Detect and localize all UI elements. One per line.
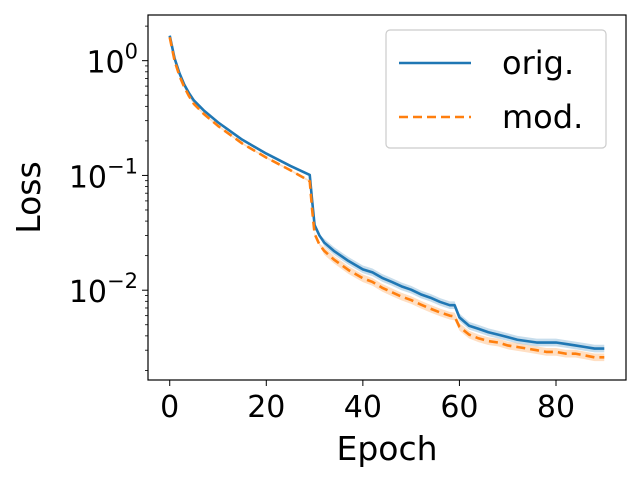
y-axis-label: Loss — [9, 161, 48, 233]
legend: orig. mod. — [385, 29, 607, 149]
y-tick-label: 100 — [86, 40, 138, 81]
x-axis-ticks: 0 20 40 60 80 — [160, 380, 575, 425]
x-tick-label: 20 — [247, 390, 285, 425]
series-lines — [168, 35, 605, 359]
series-line-1 — [168, 36, 605, 359]
y-tick-label: 10−1 — [69, 154, 138, 195]
x-tick-label: 40 — [344, 390, 382, 425]
legend-label-mod: mod. — [502, 98, 583, 136]
legend-box — [385, 29, 607, 149]
plot-frame — [147, 14, 627, 381]
series-line-0 — [168, 35, 605, 350]
legend-label-orig: orig. — [502, 44, 574, 82]
x-tick-label: 0 — [160, 390, 179, 425]
y-tick-label: 10−2 — [69, 269, 138, 310]
x-tick-label: 80 — [537, 390, 575, 425]
y-axis-ticks: 100 10−1 10−2 — [69, 25, 148, 371]
x-axis-label: Epoch — [336, 429, 437, 468]
x-tick-label: 60 — [440, 390, 478, 425]
